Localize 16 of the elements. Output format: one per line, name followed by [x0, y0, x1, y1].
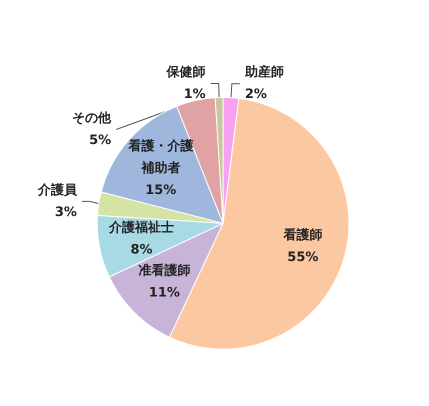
- data-label: 1%: [184, 87, 206, 102]
- data-label: 8%: [130, 242, 153, 258]
- slice-label: 介護員: [36, 182, 78, 198]
- slice-label: 助産師: [244, 64, 284, 80]
- slice-label: その他: [72, 111, 112, 126]
- data-label: 11%: [148, 286, 180, 301]
- data-label: 55%: [287, 250, 318, 265]
- data-label: 15%: [145, 182, 176, 198]
- data-label: 2%: [244, 87, 267, 102]
- slice-label: 看護師: [282, 226, 322, 243]
- data-label: 3%: [54, 204, 77, 220]
- slice-label: 准看護師: [138, 262, 190, 279]
- slice-label: 看護・介護補助者: [127, 138, 194, 176]
- slice-label: 保健師: [166, 65, 206, 80]
- slice-label: 介護福祉士: [108, 219, 174, 236]
- data-label: 5%: [89, 133, 112, 148]
